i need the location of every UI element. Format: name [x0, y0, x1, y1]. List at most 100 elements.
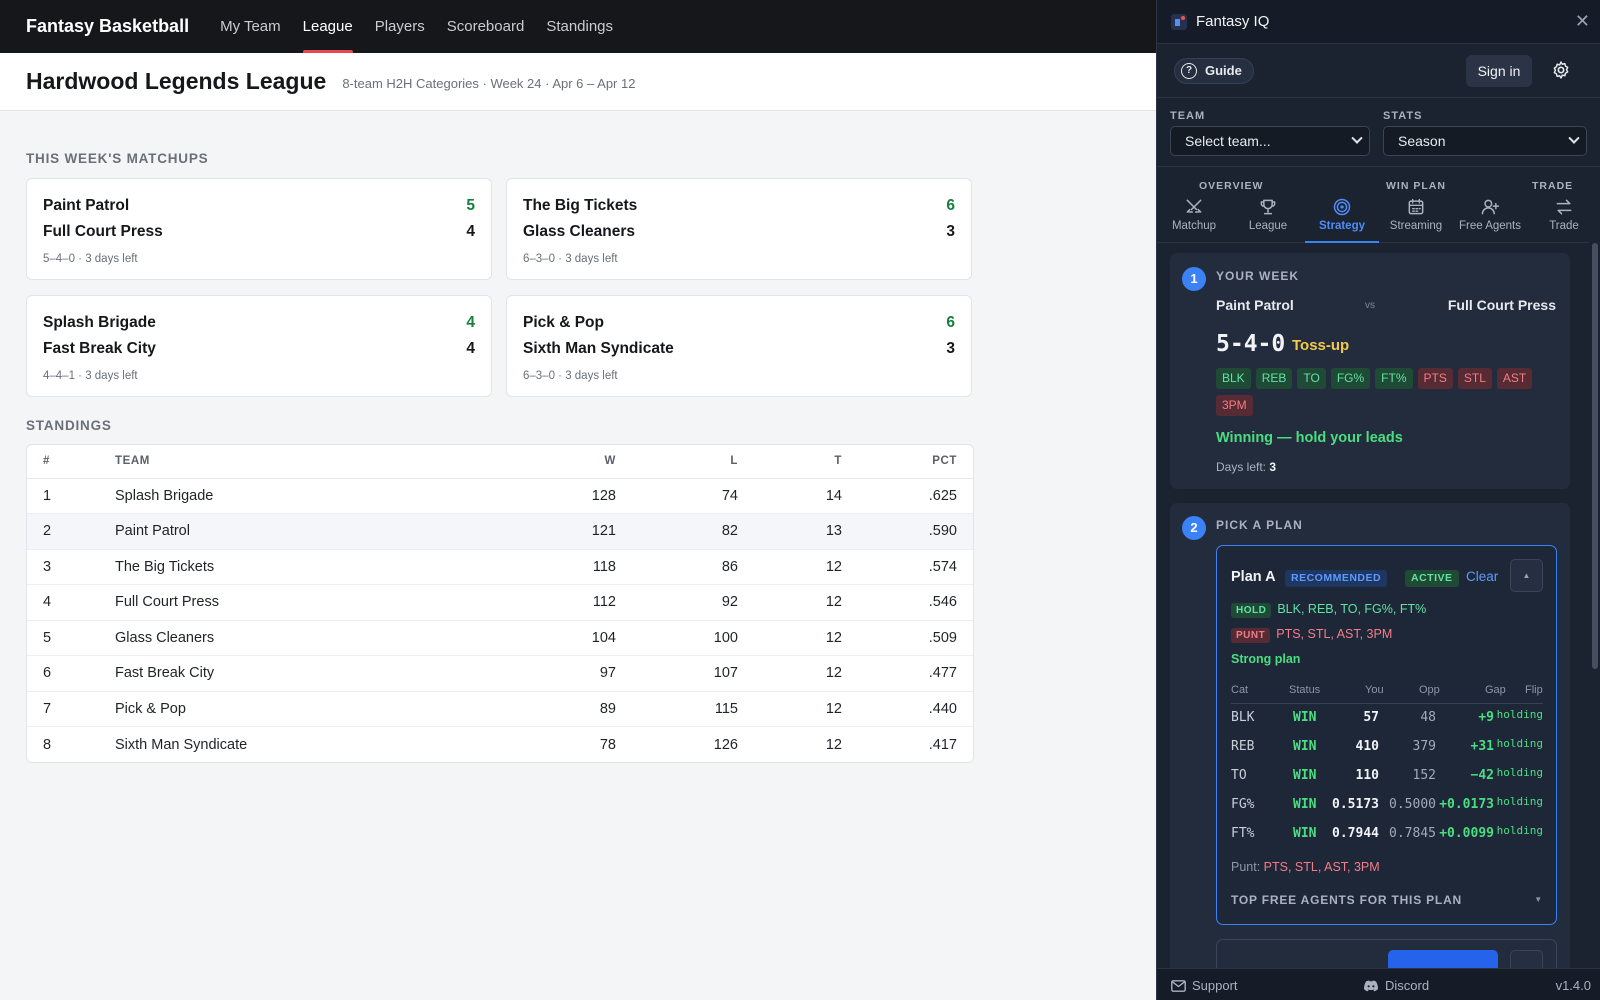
tab-streaming[interactable]: Streaming: [1379, 197, 1453, 242]
team-select[interactable]: Select team...: [1170, 126, 1370, 156]
step-number: 2: [1182, 516, 1206, 540]
panel-header: Fantasy IQ ✕: [1157, 0, 1600, 44]
col-team[interactable]: TEAM: [115, 445, 506, 479]
league-title: Hardwood Legends League: [26, 68, 327, 94]
support-label: Support: [1192, 978, 1238, 993]
scrollbar-thumb[interactable]: [1592, 243, 1598, 669]
stats-select[interactable]: Season: [1383, 126, 1587, 156]
hold-tag: HOLD: [1231, 603, 1272, 618]
col-ties[interactable]: T: [738, 445, 842, 479]
rank-cell: 6: [27, 655, 115, 692]
wins-cell: 121: [506, 513, 616, 550]
col-flip: Flip: [1525, 684, 1543, 696]
opp-cell: 0.5000: [1389, 797, 1436, 812]
stats-select-value: Season: [1398, 133, 1446, 149]
your-week-card: 1 YOUR WEEK Paint Patrol vs Full Court P…: [1170, 253, 1570, 489]
losses-cell: 100: [616, 620, 738, 656]
matchup-card[interactable]: Splash Brigade 4 Fast Break City 4 4–4–1 ·…: [26, 295, 492, 397]
losing-cat-chip: 3PM: [1216, 395, 1253, 416]
pct-cell: .590: [842, 513, 973, 550]
table-row[interactable]: 1 Splash Brigade 128 74 14.625: [27, 478, 973, 514]
your-week-heading: YOUR WEEK: [1216, 269, 1300, 283]
plan-b-card[interactable]: [1216, 939, 1557, 968]
close-icon[interactable]: ✕: [1574, 11, 1590, 31]
recommended-badge: RECOMMENDED: [1285, 570, 1388, 587]
tab-label: League: [1248, 220, 1288, 232]
panel-scrollbar[interactable]: [1589, 241, 1600, 968]
wins-cell: 97: [506, 655, 616, 692]
panel-toolbar: ? Guide Sign in: [1157, 44, 1600, 98]
you-cell: 110: [1355, 768, 1379, 783]
punt-summary: Punt: PTS, STL, AST, 3PM: [1231, 860, 1380, 874]
rank-cell: 8: [43, 736, 52, 753]
you-cell: 410: [1355, 739, 1379, 754]
pct-cell: .574: [842, 549, 973, 585]
matchup-status: 6–3–0 · 3 days left: [523, 253, 618, 265]
hold-cats: BLK, REB, TO, FG%, FT%: [1277, 602, 1427, 616]
rank-cell: 4: [27, 584, 115, 621]
matchup-card[interactable]: Pick & Pop 6 Sixth Man Syndicate 3 6–3–0 ·…: [506, 295, 972, 397]
activate-plan-button[interactable]: [1388, 950, 1498, 968]
team-cell: Full Court Press: [115, 584, 506, 621]
plan-title: Plan A: [1231, 569, 1276, 585]
col-losses[interactable]: L: [616, 445, 738, 479]
clear-plan-button[interactable]: Clear: [1466, 569, 1499, 584]
mail-icon: [1171, 979, 1186, 992]
nav-players[interactable]: Players: [374, 18, 425, 35]
nav-my-team[interactable]: My Team: [220, 18, 281, 35]
flip-cell: holding: [1496, 766, 1543, 779]
col-status: Status: [1289, 684, 1321, 696]
swap-arrows-icon: [1556, 199, 1572, 215]
tab-matchup[interactable]: Matchup: [1157, 197, 1231, 242]
table-row[interactable]: 8 Sixth Man Syndicate 78 126 12 .417: [27, 727, 973, 763]
guide-button[interactable]: ? Guide: [1174, 57, 1254, 84]
pct-cell: .546: [842, 584, 973, 621]
gear-icon[interactable]: [1551, 60, 1571, 80]
expand-plan-button[interactable]: [1510, 950, 1543, 968]
col-wins[interactable]: W: [506, 445, 616, 479]
team-cell: Splash Brigade: [115, 478, 506, 514]
winning-cat-chip: BLK: [1216, 368, 1251, 389]
matchup-card[interactable]: The Big Tickets 6 Glass Cleaners 3 6–3–0 ·…: [506, 178, 972, 280]
collapse-plan-button[interactable]: ▲: [1510, 559, 1543, 592]
panel-title: Fantasy IQ: [1196, 13, 1270, 30]
plan-table-row: REB WIN 410 379 +31 holding: [1231, 737, 1543, 767]
col-rank[interactable]: #: [27, 445, 115, 479]
support-link[interactable]: Support: [1171, 978, 1238, 993]
tab-group-winplan: WIN PLAN: [1386, 180, 1446, 192]
wins-cell: 89: [506, 691, 616, 727]
matchup-team: Sixth Man Syndicate: [523, 340, 674, 357]
col-pct[interactable]: PCT: [842, 445, 973, 479]
nav-standings[interactable]: Standings: [546, 18, 614, 35]
table-row[interactable]: 7 Pick & Pop 89 115 12.440: [27, 691, 973, 727]
cat-cell: BLK: [1231, 710, 1255, 725]
table-row[interactable]: 2 Paint Patrol 121 82 13.590: [27, 513, 973, 550]
nav-league[interactable]: League: [302, 0, 353, 53]
discord-link[interactable]: Discord: [1363, 978, 1429, 993]
tab-trade[interactable]: Trade: [1527, 197, 1600, 242]
table-row[interactable]: 3 The Big Tickets 118 86 12.574: [27, 549, 973, 585]
status-cell: WIN: [1293, 768, 1317, 783]
table-row[interactable]: 6 Fast Break City 97 107 12.477: [27, 655, 973, 692]
matchup-status: 6–3–0 · 3 days left: [523, 370, 618, 382]
top-free-agents-toggle[interactable]: TOP FREE AGENTS FOR THIS PLAN ▼: [1231, 893, 1543, 907]
tab-league[interactable]: League: [1231, 197, 1305, 242]
tab-free-agents[interactable]: Free Agents: [1453, 197, 1527, 242]
nav-scoreboard[interactable]: Scoreboard: [446, 18, 525, 35]
tab-strategy[interactable]: Strategy: [1305, 197, 1379, 243]
table-row[interactable]: 4 Full Court Press 112 92 12.546: [27, 584, 973, 621]
wins-cell: 78: [599, 736, 616, 753]
main-content: THIS WEEK'S MATCHUPS Paint Patrol 5 Full …: [26, 111, 974, 763]
matchup-score: 5: [466, 197, 475, 214]
active-badge: ACTIVE: [1405, 570, 1459, 587]
losses-cell: 107: [616, 655, 738, 692]
table-row[interactable]: 5 Glass Cleaners 104 100 12.509: [27, 620, 973, 656]
matchup-card[interactable]: Paint Patrol 5 Full Court Press 4 5–4–0 · …: [26, 178, 492, 280]
plan-a-card[interactable]: Plan A RECOMMENDED ACTIVE Clear ▲ HOLD BL…: [1216, 545, 1557, 925]
user-plus-icon: [1481, 199, 1500, 215]
brand-title[interactable]: Fantasy Basketball: [26, 16, 190, 36]
sign-in-button[interactable]: Sign in: [1466, 55, 1532, 87]
top-free-agents-label: TOP FREE AGENTS FOR THIS PLAN: [1231, 893, 1462, 907]
panel-scroll-area[interactable]: 1 YOUR WEEK Paint Patrol vs Full Court P…: [1157, 241, 1589, 968]
stats-select-label: STATS: [1383, 110, 1423, 122]
